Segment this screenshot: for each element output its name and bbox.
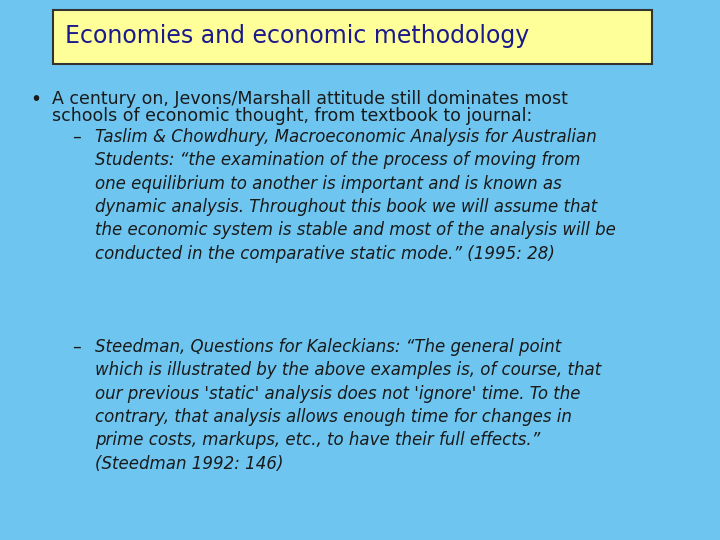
Text: Steedman, Questions for Kaleckians: “The general point
which is illustrated by t: Steedman, Questions for Kaleckians: “The… [95, 338, 601, 472]
Text: –: – [72, 338, 81, 356]
Text: Economies and economic methodology: Economies and economic methodology [65, 24, 529, 48]
Text: A century on, Jevons/Marshall attitude still dominates most: A century on, Jevons/Marshall attitude s… [52, 90, 568, 108]
FancyBboxPatch shape [53, 10, 652, 64]
Text: Taslim & Chowdhury, Macroeconomic Analysis for Australian
Students: “the examina: Taslim & Chowdhury, Macroeconomic Analys… [95, 128, 616, 262]
Text: –: – [72, 128, 81, 146]
Text: schools of economic thought, from textbook to journal:: schools of economic thought, from textbo… [52, 107, 532, 125]
Text: •: • [30, 90, 41, 109]
